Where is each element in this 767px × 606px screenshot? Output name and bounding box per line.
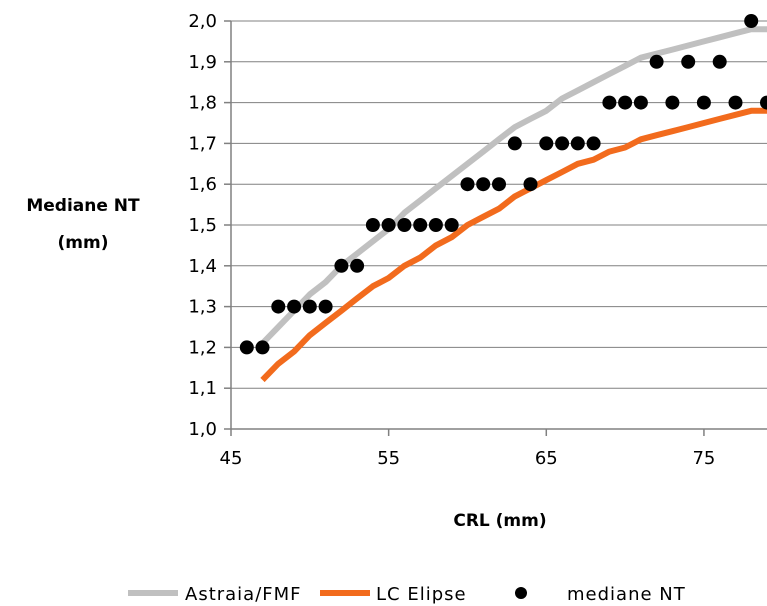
- data-point-mediane-nt: [350, 258, 365, 273]
- plot-series: [239, 14, 767, 383]
- data-point-mediane-nt: [744, 14, 759, 28]
- data-point-mediane-nt: [492, 177, 506, 192]
- data-point-mediane-nt: [428, 218, 443, 232]
- data-point-mediane-nt: [302, 299, 317, 314]
- y-axis-title-line2: (mm): [58, 233, 109, 253]
- legend-label-astraia: Astraia/FMF: [185, 584, 302, 605]
- data-point-mediane-nt: [239, 340, 254, 355]
- data-point-mediane-nt: [523, 177, 538, 192]
- x-axis-title: CRL (mm): [453, 511, 546, 531]
- data-point-mediane-nt: [633, 95, 648, 110]
- x-tick-labels: 45 55 65 75: [220, 448, 716, 469]
- series-line-lc-elipse: [260, 107, 767, 383]
- data-point-mediane-nt: [539, 136, 554, 151]
- data-point-mediane-nt: [444, 218, 459, 232]
- x-tick-label: 45: [220, 448, 243, 469]
- data-point-mediane-nt: [460, 177, 475, 192]
- data-point-mediane-nt: [397, 218, 412, 232]
- x-tick-label: 65: [535, 448, 558, 469]
- data-point-mediane-nt: [271, 299, 286, 314]
- data-point-mediane-nt: [413, 218, 428, 232]
- legend-marker-mediane: [515, 587, 527, 599]
- y-tick-label: 1,7: [188, 133, 217, 154]
- y-tick-label: 2,0: [188, 11, 217, 32]
- data-point-mediane-nt: [760, 95, 767, 110]
- y-tick-label: 1,6: [188, 174, 217, 195]
- y-tick-label: 1,0: [188, 419, 217, 440]
- data-point-mediane-nt: [712, 54, 727, 69]
- y-tick-label: 1,5: [188, 215, 217, 236]
- data-point-mediane-nt: [365, 218, 380, 232]
- data-point-mediane-nt: [287, 299, 302, 314]
- data-point-mediane-nt: [665, 95, 680, 110]
- y-axis-title-line1: Mediane NT: [26, 196, 140, 216]
- y-tick-labels: 1,0 1,1 1,2 1,3 1,4 1,5 1,6 1,7 1,8 1,9 2,0: [188, 11, 217, 440]
- data-point-mediane-nt: [681, 54, 696, 69]
- data-point-mediane-nt: [696, 95, 711, 110]
- y-tick-label: 1,1: [188, 378, 217, 399]
- series-line-astraia-fmf: [260, 26, 767, 346]
- y-tick-label: 1,9: [188, 52, 217, 73]
- data-point-mediane-nt: [255, 340, 270, 355]
- data-point-mediane-nt: [318, 299, 333, 314]
- data-point-mediane-nt: [728, 95, 743, 110]
- legend: Astraia/FMF LC Elipse mediane NT: [128, 584, 686, 605]
- data-point-mediane-nt: [507, 136, 522, 151]
- y-tick-label: 1,8: [188, 93, 217, 114]
- data-point-mediane-nt: [570, 136, 585, 151]
- data-point-mediane-nt: [586, 136, 601, 151]
- y-tick-label: 1,3: [188, 297, 217, 318]
- data-point-mediane-nt: [602, 95, 617, 110]
- legend-label-mediane: mediane NT: [567, 584, 686, 605]
- x-tick-label: 75: [692, 448, 715, 469]
- x-tick-label: 55: [377, 448, 400, 469]
- data-point-mediane-nt: [381, 218, 396, 232]
- data-point-mediane-nt: [334, 258, 349, 273]
- data-point-mediane-nt: [476, 177, 491, 192]
- gridlines: [224, 20, 767, 436]
- data-point-mediane-nt: [618, 95, 633, 110]
- data-point-mediane-nt: [649, 54, 664, 69]
- data-point-mediane-nt: [555, 136, 570, 151]
- legend-label-lc-elipse: LC Elipse: [376, 584, 467, 605]
- y-tick-label: 1,4: [188, 256, 217, 277]
- y-tick-label: 1,2: [188, 337, 217, 358]
